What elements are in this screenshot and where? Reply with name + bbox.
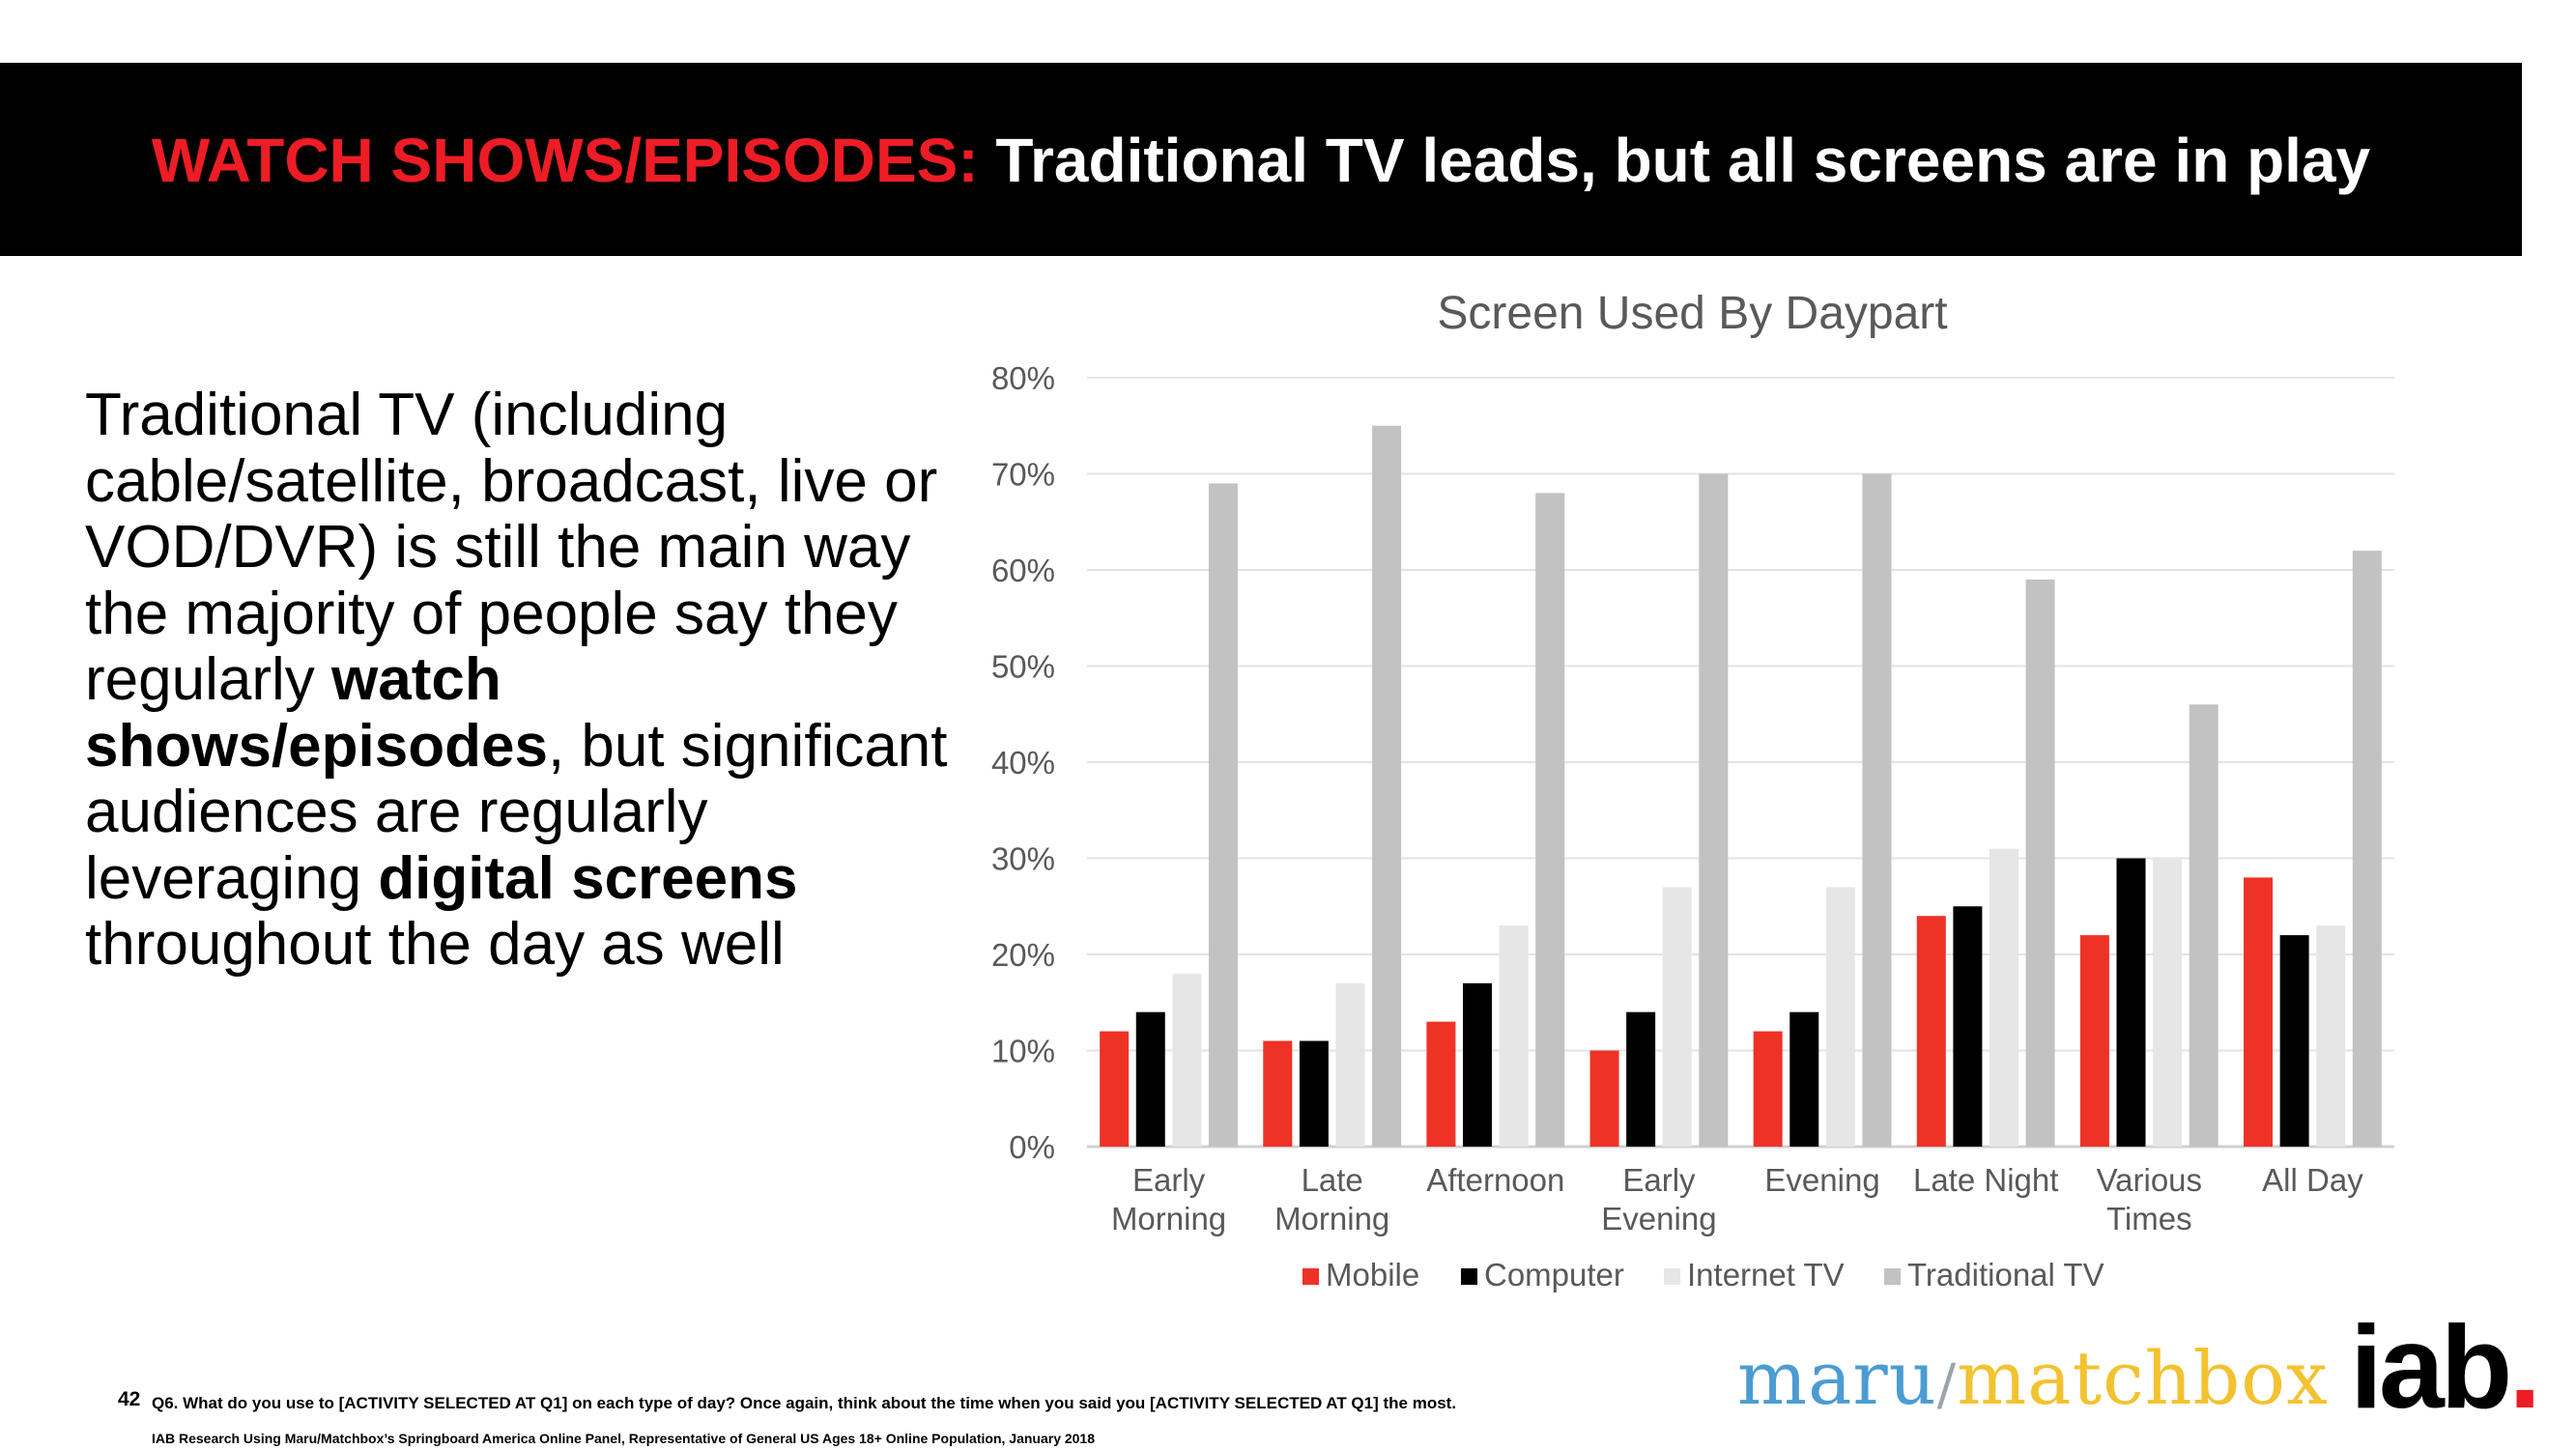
legend-swatch [1664, 1268, 1680, 1285]
footnote-source: IAB Research Using Maru/Matchbox’s Sprin… [152, 1431, 1096, 1446]
legend-label: Computer [1484, 1257, 1624, 1293]
bar-mobile [1426, 1021, 1456, 1147]
logo-maru-text: maru [1737, 1335, 1937, 1421]
logo-matchbox-text: matchbox [1957, 1335, 2329, 1421]
x-tick-label: Late Morning [1274, 1162, 1389, 1236]
y-tick-label: 30% [991, 841, 1055, 877]
body-paragraph: Traditional TV (including cable/satellit… [85, 382, 955, 979]
bar-computer [1135, 1011, 1165, 1147]
bar-mobile [2079, 935, 2109, 1147]
bar-traditional-tv [1372, 425, 1402, 1147]
bar-computer [1626, 1011, 1656, 1147]
bar-traditional-tv [1535, 493, 1565, 1147]
footnote-question: Q6. What do you use to [ACTIVITY SELECTE… [152, 1394, 1457, 1412]
body-text-2: , but significant audiences are regularl… [85, 712, 948, 912]
legend-swatch [1302, 1268, 1319, 1285]
bar-internet-tv [1825, 887, 1855, 1147]
bar-mobile [1753, 1031, 1783, 1147]
bar-internet-tv [1662, 887, 1692, 1147]
bar-chart: Screen Used By Daypart 0% 10% 20% 30% 40% 50% 6… [991, 288, 2394, 1293]
legend-label: Mobile [1326, 1257, 1419, 1293]
bar-computer [1463, 982, 1493, 1147]
bar-traditional-tv [1208, 483, 1238, 1147]
y-tick-label: 50% [991, 649, 1055, 685]
bar-traditional-tv [2025, 579, 2055, 1147]
bar-internet-tv [1499, 925, 1529, 1147]
bar-traditional-tv [1862, 473, 1892, 1147]
iab-logo: iab. [2350, 1301, 2541, 1433]
bar-mobile [1916, 916, 1946, 1147]
y-tick-label: 40% [991, 745, 1055, 781]
maru-matchbox-logo: maru/matchbox [1737, 1335, 2329, 1428]
bar-traditional-tv [2189, 704, 2218, 1147]
bar-computer [1953, 906, 1983, 1147]
page-number: 42 [118, 1388, 141, 1410]
x-tick-label: Various Times [2097, 1162, 2202, 1236]
logo-iab-text: iab [2350, 1301, 2512, 1433]
y-tick-label: 0% [1009, 1129, 1055, 1165]
slide-title-highlight: WATCH SHOWS/EPISODES: [151, 126, 979, 195]
bar-computer [1789, 1011, 1819, 1147]
x-tick-label: Early Evening [1601, 1162, 1716, 1236]
bar-mobile [2244, 877, 2274, 1147]
bar-internet-tv [2153, 858, 2183, 1147]
body-text-1: Traditional TV (including cable/satellit… [85, 382, 938, 713]
slide-title-main: Traditional TV leads, but all screens ar… [978, 126, 2371, 195]
bar-internet-tv [1172, 973, 1202, 1147]
bar-internet-tv [2316, 925, 2346, 1147]
y-tick-label: 80% [991, 360, 1055, 396]
legend-label: Internet TV [1687, 1257, 1845, 1293]
y-tick-label: 20% [991, 937, 1055, 973]
y-tick-label: 60% [991, 553, 1055, 588]
x-tick-label: All Day [2262, 1162, 2363, 1198]
logo-slash: / [1936, 1351, 1958, 1417]
y-tick-label: 10% [991, 1034, 1055, 1069]
bar-mobile [1589, 1050, 1619, 1147]
x-tick-label: Early Morning [1111, 1162, 1226, 1236]
y-tick-label: 70% [991, 457, 1055, 493]
x-tick-label: Evening [1764, 1162, 1879, 1198]
body-bold-1: watch shows/episodes [85, 646, 548, 780]
bar-mobile [1100, 1031, 1130, 1147]
legend-label: Traditional TV [1907, 1257, 2104, 1293]
bar-internet-tv [1989, 848, 2018, 1147]
bar-computer [2116, 858, 2146, 1147]
bar-computer [2279, 935, 2309, 1147]
bar-mobile [1263, 1040, 1293, 1147]
slide-title: WATCH SHOWS/EPISODES: Traditional TV lea… [0, 124, 2522, 197]
bar-internet-tv [1335, 982, 1365, 1147]
body-bold-2: digital screens [378, 844, 798, 912]
header-bar [0, 63, 2522, 256]
legend-swatch [1461, 1268, 1477, 1285]
bar-traditional-tv [1699, 473, 1729, 1147]
body-text-3: throughout the day as well [85, 911, 785, 978]
x-tick-label: Late Night [1913, 1162, 2058, 1198]
bar-computer [1299, 1040, 1329, 1147]
legend-swatch [1884, 1268, 1901, 1285]
bar-traditional-tv [2352, 551, 2382, 1147]
logo-iab-dot: . [2508, 1301, 2541, 1433]
x-tick-label: Afternoon [1426, 1162, 1564, 1198]
chart-title: Screen Used By Daypart [1437, 288, 1947, 339]
